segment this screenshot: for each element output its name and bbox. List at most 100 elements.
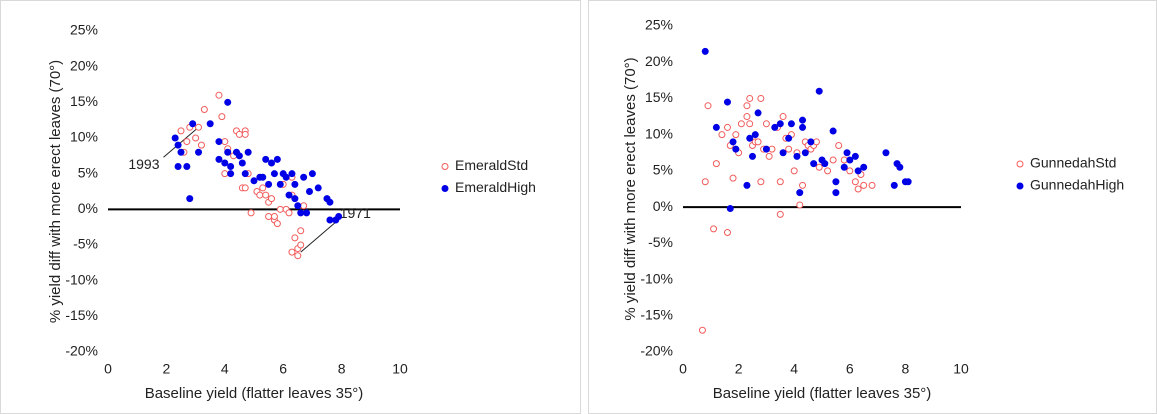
data-point — [195, 123, 203, 131]
data-point — [215, 155, 223, 163]
x-tick-label: 2 — [163, 361, 171, 377]
y-tick-label: 0% — [653, 198, 673, 214]
data-point — [779, 149, 787, 157]
data-point — [779, 113, 787, 121]
data-point — [294, 202, 302, 210]
data-point — [174, 163, 182, 171]
data-point — [268, 159, 276, 167]
data-point — [297, 209, 305, 217]
y-tick-label: -5% — [648, 234, 673, 250]
y-tick-label: -20% — [640, 343, 673, 359]
data-point — [832, 178, 840, 186]
data-point — [726, 205, 734, 213]
data-point — [221, 159, 229, 167]
data-point — [732, 131, 740, 139]
data-point — [288, 170, 296, 178]
data-point — [235, 152, 243, 160]
data-point — [183, 163, 191, 171]
y-tick-label: 5% — [653, 162, 673, 178]
data-point — [799, 181, 807, 189]
data-point — [326, 216, 334, 224]
annotation-leader — [300, 221, 337, 253]
data-point — [224, 98, 232, 106]
data-point — [754, 109, 762, 117]
annotation-leader — [163, 126, 199, 158]
y-tick-label: -15% — [65, 307, 98, 323]
data-point — [297, 241, 305, 249]
data-point — [751, 131, 759, 139]
data-point — [189, 120, 197, 128]
data-point — [294, 252, 302, 260]
data-point — [846, 156, 854, 164]
legend-marker — [1016, 182, 1024, 190]
y-tick-label: -10% — [65, 271, 98, 287]
data-point — [200, 105, 208, 113]
data-point — [799, 123, 807, 131]
data-point — [757, 178, 765, 186]
x-tick-label: 4 — [221, 361, 229, 377]
y-axis-label: % yield diff with more erect leaves (70°… — [47, 60, 64, 323]
data-point — [177, 127, 185, 135]
data-point — [746, 120, 754, 128]
data-point — [305, 188, 313, 195]
x-tick-label: 6 — [846, 361, 854, 377]
data-point — [771, 123, 779, 131]
y-tick-label: -5% — [73, 236, 98, 252]
data-point — [785, 134, 793, 142]
x-tick-label: 4 — [790, 361, 798, 377]
data-point — [743, 102, 751, 110]
data-point — [701, 47, 709, 55]
chart: -20% -15% -10% -5% 0% 5% 10% 15% 20% 25% 0 2 4 6 8 10 Ba… — [0, 0, 581, 414]
legend-label: GunnedahStd — [1030, 155, 1116, 171]
data-point — [227, 163, 235, 171]
data-point — [326, 198, 334, 206]
data-point — [238, 159, 246, 167]
data-point — [843, 149, 851, 157]
data-point — [273, 155, 281, 163]
data-point — [241, 184, 249, 192]
data-point — [807, 138, 815, 146]
data-point — [860, 163, 868, 171]
legend-label: GunnedahHigh — [1030, 177, 1124, 193]
y-tick-label: -15% — [640, 306, 673, 322]
y-tick-label: -10% — [640, 270, 673, 286]
data-point — [790, 167, 798, 175]
annotation: 1993 — [128, 156, 159, 172]
x-tick-label: 0 — [679, 361, 687, 377]
chart: -20% -15% -10% -5% 0% 5% 10% 15% 20% 25% 0 2 4 6 8 10 Ba… — [588, 0, 1157, 414]
data-point — [192, 134, 200, 142]
data-point — [291, 195, 299, 203]
data-point — [737, 120, 745, 128]
data-point — [749, 152, 756, 160]
data-point — [746, 134, 754, 142]
y-tick-label: 25% — [645, 17, 673, 33]
data-point — [704, 102, 712, 110]
data-point — [765, 152, 773, 160]
data-point — [854, 185, 862, 193]
data-point — [218, 113, 226, 121]
data-point — [314, 184, 322, 192]
data-point — [177, 148, 185, 156]
data-point — [241, 130, 249, 138]
data-point — [868, 181, 876, 189]
data-point — [896, 163, 904, 171]
data-point — [829, 127, 837, 135]
data-point — [743, 181, 751, 189]
data-point — [235, 130, 243, 138]
data-point — [854, 167, 862, 175]
x-tick-label: 0 — [104, 361, 112, 377]
data-point — [710, 225, 718, 233]
data-point — [890, 181, 898, 189]
y-axis-label: % yield diff with more erect leaves (70°… — [622, 57, 639, 320]
data-point — [303, 209, 311, 217]
data-point — [829, 156, 837, 164]
data-point — [754, 138, 762, 146]
y-tick-label: -20% — [65, 343, 98, 359]
data-point — [796, 201, 804, 209]
data-point — [835, 142, 843, 150]
data-point — [291, 180, 299, 188]
x-tick-label: 10 — [392, 361, 408, 377]
data-point — [197, 141, 205, 149]
data-point — [723, 98, 731, 106]
data-point — [787, 120, 795, 128]
